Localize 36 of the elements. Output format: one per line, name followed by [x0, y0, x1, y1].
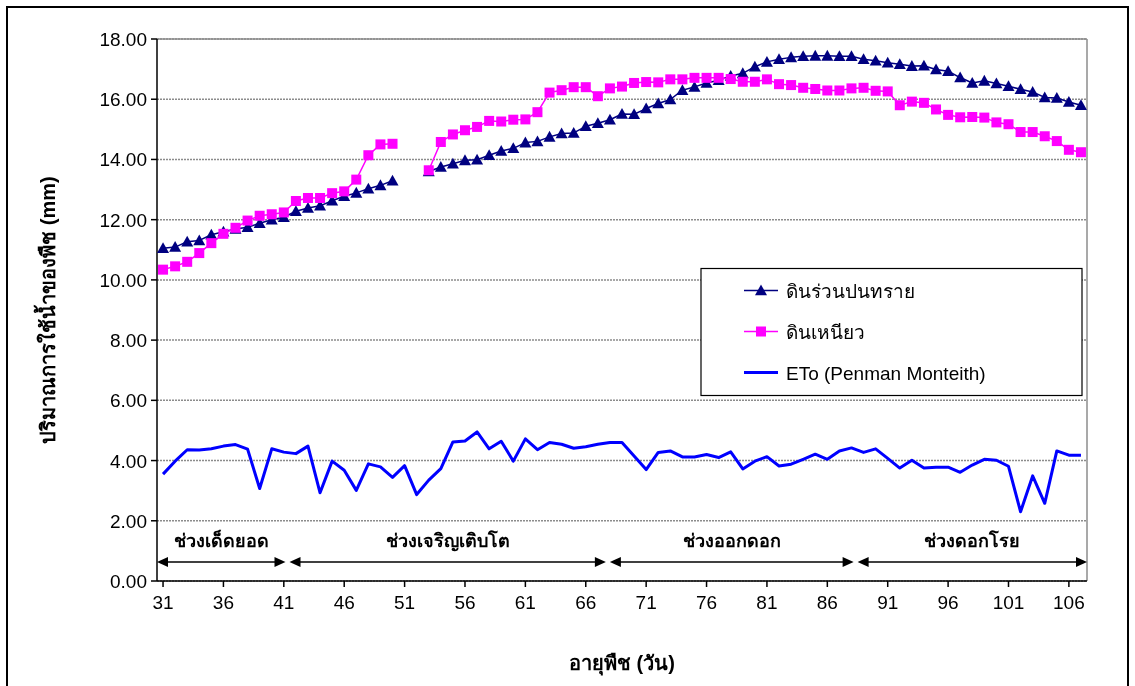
y-tick-label: 4.00 — [110, 450, 147, 472]
legend-label: ดินเหนียว — [786, 321, 865, 343]
y-tick-label: 16.00 — [99, 89, 147, 111]
y-tick-label: 10.00 — [99, 269, 147, 291]
x-tick-label: 51 — [394, 592, 416, 613]
x-tick-label: 66 — [575, 592, 597, 613]
x-tick-label: 81 — [756, 592, 778, 613]
legend-label: ETo (Penman Monteith) — [786, 362, 986, 384]
y-tick-label: 8.00 — [110, 330, 147, 352]
y-tick-label: 0.00 — [110, 571, 147, 592]
x-tick-label: 91 — [877, 592, 899, 613]
annotation: ช่วงเด็ดยอด — [173, 529, 269, 551]
x-tick-label: 46 — [333, 592, 355, 613]
x-tick-label: 106 — [1053, 592, 1085, 613]
x-tick-label: 41 — [273, 592, 295, 613]
x-tick-label: 96 — [937, 592, 959, 613]
y-axis-title: ปริมาณการใช้น้ำของพืช (mm) — [33, 176, 59, 444]
line-series — [161, 430, 1083, 514]
y-tick-label: 12.00 — [99, 209, 147, 231]
x-tick-label: 31 — [152, 592, 174, 613]
x-tick-label: 56 — [454, 592, 476, 613]
x-tick-label: 101 — [992, 592, 1025, 613]
y-tick-label: 2.00 — [110, 510, 147, 532]
x-tick-label: 61 — [514, 592, 536, 613]
y-tick-label: 18.00 — [99, 29, 147, 50]
x-tick-label: 76 — [695, 592, 718, 613]
y-tick-label: 6.00 — [110, 390, 147, 412]
annotation: ช่วงดอกโรย — [924, 530, 1021, 551]
annotation: ช่วงออกดอก — [682, 531, 781, 551]
x-tick-label: 36 — [212, 592, 234, 613]
x-tick-label: 86 — [816, 592, 838, 613]
x-axis-title: อายุพืช (วัน) — [569, 652, 675, 676]
legend-label: ดินร่วนปนทราย — [786, 280, 915, 302]
x-tick-label: 71 — [635, 592, 657, 613]
y-tick-label: 14.00 — [99, 149, 147, 171]
annotation: ช่วงเจริญเติบโต — [385, 530, 510, 552]
